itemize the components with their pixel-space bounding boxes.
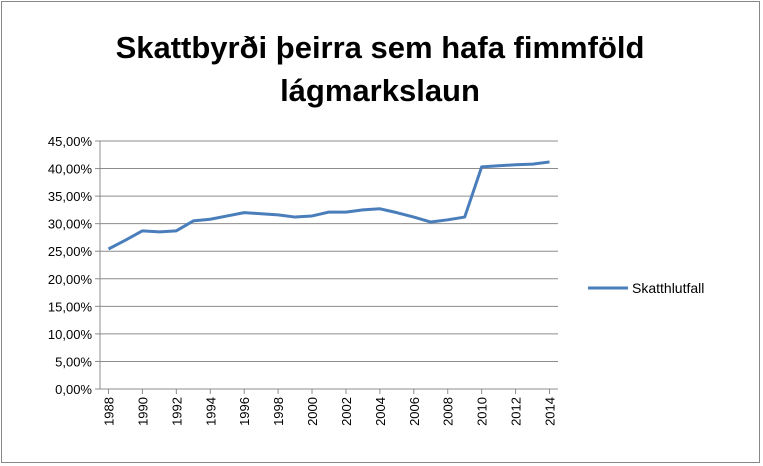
x-tick-label: 1998 — [271, 397, 286, 426]
y-tick-label: 35,00% — [48, 189, 93, 204]
y-tick-label: 15,00% — [48, 299, 93, 314]
x-tick-label: 2014 — [543, 397, 558, 426]
x-tick-label: 1992 — [169, 397, 184, 426]
y-tick-label: 45,00% — [48, 134, 93, 149]
x-tick-label: 1990 — [135, 397, 150, 426]
y-tick-label: 5,00% — [55, 354, 92, 369]
x-tick-label: 2004 — [373, 397, 388, 426]
y-tick-label: 30,00% — [48, 217, 93, 232]
x-tick-label: 2008 — [441, 397, 456, 426]
y-tick-label: 40,00% — [48, 162, 93, 177]
y-tick-label: 25,00% — [48, 244, 93, 259]
x-tick-label: 2006 — [407, 397, 422, 426]
y-tick-label: 0,00% — [55, 382, 92, 397]
legend-label: Skatthlutfall — [632, 280, 704, 296]
x-tick-label: 1988 — [101, 397, 116, 426]
y-tick-label: 10,00% — [48, 327, 93, 342]
x-tick-label: 1996 — [237, 397, 252, 426]
chart-title: Skattbyrði þeirra sem hafa fimmföld lágm… — [115, 30, 645, 108]
series-line — [107, 160, 550, 251]
y-tick-label: 20,00% — [48, 272, 93, 287]
x-tick-label: 2012 — [509, 397, 524, 426]
x-tick-label: 1994 — [203, 397, 218, 426]
x-tick-label: 2002 — [339, 397, 354, 426]
x-tick-label: 2000 — [305, 397, 320, 426]
x-tick-label: 2010 — [475, 397, 490, 426]
